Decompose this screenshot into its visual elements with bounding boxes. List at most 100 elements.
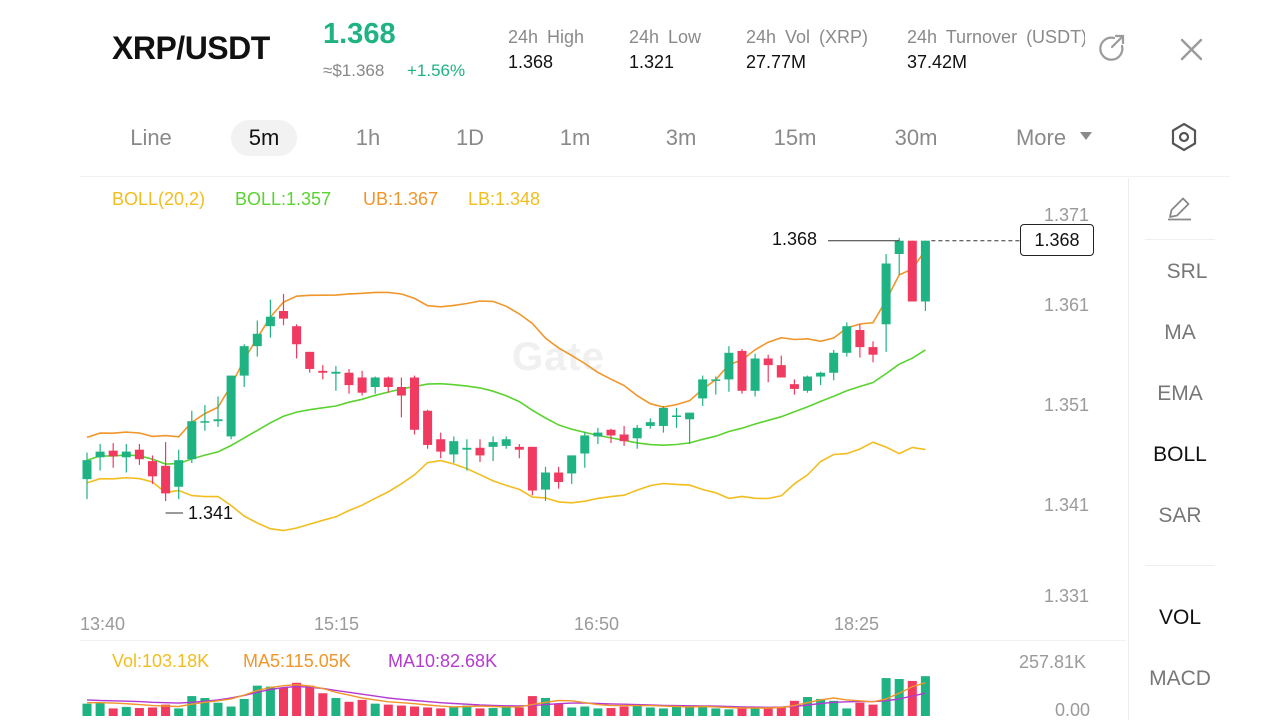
boll-legend-lb: LB:1.348: [468, 189, 541, 209]
usd-price: ≈$1.368: [323, 61, 385, 80]
candle-body: [855, 330, 865, 348]
volume-bar: [658, 708, 668, 716]
tab-30m[interactable]: 30m: [894, 125, 938, 150]
candle-body: [305, 351, 315, 369]
volume-bar: [357, 699, 367, 716]
candle-body: [148, 461, 157, 477]
stat-low-label: 24h Low: [629, 27, 702, 47]
candle-body: [527, 446, 537, 491]
vol-axis-min: 0.00: [1055, 700, 1091, 720]
stat-low-value: 1.321: [629, 52, 675, 72]
y-tick: 1.371: [1044, 205, 1090, 225]
candle-body: [95, 451, 105, 458]
side-item-macd[interactable]: MACD: [1149, 667, 1211, 690]
side-item-ma[interactable]: MA: [1164, 321, 1196, 344]
candle-body: [685, 412, 695, 420]
pencil-icon[interactable]: [1168, 197, 1191, 221]
volume-bar: [920, 676, 930, 716]
tab-1h[interactable]: 1h: [355, 125, 381, 150]
candle-body: [252, 333, 262, 347]
volume-bar: [789, 700, 799, 716]
volume-bar: [803, 697, 812, 716]
stat-vol-label: 24h Vol (XRP): [746, 27, 869, 47]
settings-icon[interactable]: [1171, 122, 1197, 152]
x-tick: 16:50: [574, 614, 620, 634]
side-separator: [1145, 239, 1215, 240]
side-item-ema[interactable]: EMA: [1157, 382, 1203, 405]
volume-bar: [672, 706, 681, 716]
candle-body: [475, 447, 485, 456]
candle-body: [108, 450, 118, 457]
candle-body: [344, 372, 354, 386]
volume-bar: [881, 678, 891, 716]
ma5-legend: MA5:115.05K: [243, 651, 351, 671]
share-icon[interactable]: [1099, 34, 1125, 61]
candle-body: [331, 371, 341, 374]
ma10-legend: MA10:82.68K: [388, 651, 498, 671]
tab-3m[interactable]: 3m: [665, 125, 697, 150]
volume-bar: [737, 708, 747, 716]
volume-bar: [292, 682, 302, 716]
boll-legend-ub: UB:1.367: [363, 189, 439, 209]
candle-body: [632, 427, 642, 439]
pair-title[interactable]: XRP/USDT: [112, 30, 270, 66]
side-item-sar[interactable]: SAR: [1158, 504, 1202, 527]
volume-bar: [606, 708, 616, 716]
candle-body: [200, 421, 210, 423]
candle-body: [370, 377, 380, 387]
volume-bar: [396, 705, 406, 716]
volume-bar: [593, 708, 603, 716]
volume-bar: [95, 702, 105, 716]
volume-bar: [423, 707, 433, 716]
volume-bar: [410, 706, 419, 716]
tab-more[interactable]: More: [1015, 125, 1067, 150]
volume-bar: [200, 697, 210, 716]
candle-body: [763, 358, 773, 366]
volume-bar: [121, 706, 131, 716]
candle-body: [436, 439, 446, 452]
volume-bar: [331, 697, 341, 716]
x-tick: 13:40: [80, 614, 126, 634]
candle-body: [881, 263, 891, 325]
candle-body: [698, 379, 708, 399]
tab-5m[interactable]: 5m: [231, 120, 297, 156]
volume-bar: [816, 698, 826, 716]
volume-bar: [226, 706, 236, 716]
volume-divider: [80, 640, 1126, 641]
candle-body: [357, 377, 367, 393]
candle-body: [816, 372, 826, 377]
volume-bar: [449, 706, 459, 716]
low-marker-label: 1.341: [188, 503, 234, 523]
boll-legend-title: BOLL(20,2): [112, 189, 206, 209]
candle-body: [410, 377, 419, 430]
volume-bar: [383, 704, 393, 716]
candle-body: [514, 446, 524, 450]
candle-body: [829, 352, 839, 373]
volume-bar: [724, 709, 734, 716]
tab-line[interactable]: Line: [130, 125, 172, 150]
candle-body: [907, 240, 917, 302]
tab-1m[interactable]: 1m: [559, 125, 591, 150]
volume-bar: [541, 697, 550, 716]
volume-bar: [776, 706, 786, 716]
candle-body: [737, 350, 747, 391]
candle-body: [541, 472, 550, 490]
tab-15m[interactable]: 15m: [773, 125, 817, 150]
y-tick: 1.331: [1044, 586, 1090, 606]
side-item-vol[interactable]: VOL: [1158, 606, 1202, 629]
volume-bar: [554, 703, 564, 716]
volume-bar: [265, 686, 275, 716]
side-item-boll[interactable]: BOLL: [1153, 443, 1207, 466]
volume-bar: [698, 705, 708, 716]
volume-bar: [829, 700, 839, 716]
volume-bar: [252, 685, 262, 716]
side-item-srl[interactable]: SRL: [1166, 260, 1208, 283]
volume-bar: [632, 705, 642, 716]
toolbar-divider: [80, 176, 1230, 177]
tab-1d[interactable]: 1D: [455, 125, 485, 150]
close-icon[interactable]: [1180, 38, 1203, 61]
y-tick: 1.341: [1044, 495, 1090, 515]
candle-body: [279, 311, 288, 319]
volume-bar: [148, 707, 157, 716]
